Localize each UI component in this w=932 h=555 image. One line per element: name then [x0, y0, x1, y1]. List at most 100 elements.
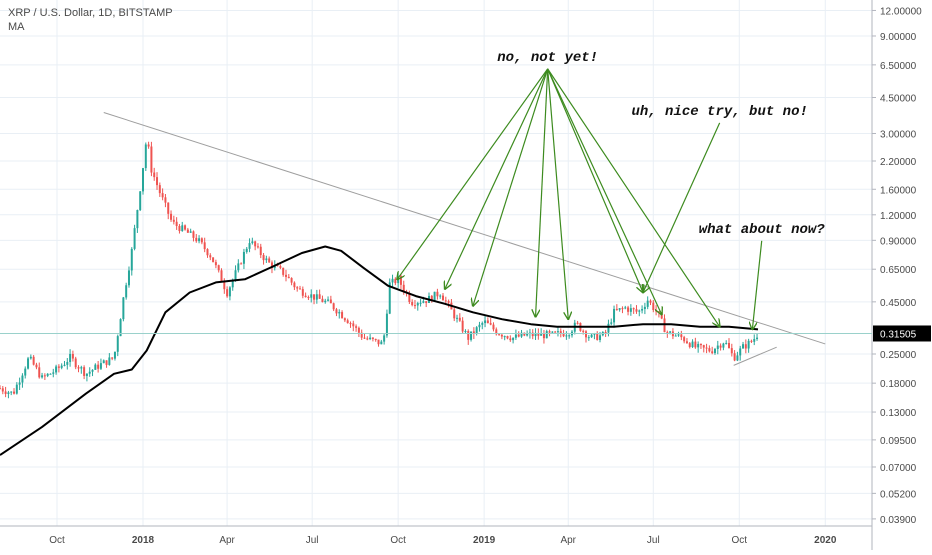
candle-body	[268, 258, 271, 263]
candle-body	[32, 356, 35, 365]
annotation-arrow	[547, 68, 643, 293]
candle-body	[324, 300, 327, 303]
annotation-arrow	[536, 68, 549, 317]
candle-body	[433, 291, 436, 302]
candle-body	[593, 333, 596, 335]
candle-body	[27, 358, 30, 369]
candle-body	[97, 364, 100, 369]
candle-body	[276, 265, 279, 267]
candle-body	[282, 267, 285, 275]
candle-body	[540, 333, 543, 336]
candle-body	[315, 294, 318, 300]
candle-body	[733, 353, 736, 361]
candle-body	[63, 364, 66, 366]
candle-body	[144, 144, 147, 169]
candle-body	[1, 388, 4, 392]
annotation-arrow	[547, 68, 662, 315]
candle-body	[666, 332, 669, 334]
candle-body	[621, 308, 624, 310]
candle-body	[399, 276, 402, 285]
candle-body	[130, 248, 133, 271]
candle-body	[489, 323, 492, 325]
candle-body	[327, 299, 330, 301]
candle-body	[307, 297, 310, 299]
candle-body	[587, 337, 590, 339]
candle-body	[472, 331, 475, 334]
candle-body	[509, 338, 512, 341]
candle-body	[150, 146, 153, 173]
x-tick-label: Oct	[732, 535, 748, 546]
candle-body	[559, 331, 562, 334]
candle-body	[29, 356, 32, 359]
candle-body	[178, 225, 181, 232]
candle-body	[523, 332, 526, 336]
candle-body	[158, 185, 161, 194]
candle-body	[189, 231, 192, 233]
x-tick-label: Apr	[219, 535, 235, 546]
candle-body	[304, 295, 307, 298]
candle-body	[153, 172, 156, 178]
candle-body	[371, 337, 374, 339]
candle-body	[240, 263, 243, 265]
candle-body	[495, 329, 498, 335]
candle-body	[119, 319, 122, 337]
candle-body	[352, 323, 355, 327]
candle-body	[716, 345, 719, 349]
candle-body	[674, 335, 677, 337]
candle-body	[299, 288, 302, 290]
candle-body	[46, 373, 49, 376]
candle-body	[237, 263, 240, 271]
candle-body	[226, 289, 229, 297]
candle-body	[4, 391, 7, 394]
candle-body	[198, 238, 201, 242]
annotation-text: uh, nice try, but no!	[631, 104, 807, 120]
candle-body	[576, 322, 579, 324]
candle-body	[15, 384, 18, 394]
candle-body	[542, 333, 545, 339]
candle-body	[688, 343, 691, 348]
candle-body	[506, 336, 509, 339]
candle-body	[632, 308, 635, 310]
candle-body	[456, 317, 459, 319]
candle-body	[439, 295, 442, 297]
candle-body	[610, 322, 613, 324]
candle-body	[744, 344, 747, 349]
candle-body	[481, 323, 484, 325]
candle-body	[102, 360, 105, 364]
y-tick-label: 0.18000	[880, 379, 917, 390]
candle-body	[49, 373, 52, 375]
candle-body	[91, 369, 94, 372]
candle-body	[217, 265, 220, 271]
candle-body	[0, 388, 1, 390]
candle-body	[416, 303, 419, 306]
candle-body	[562, 333, 565, 337]
y-tick-label: 0.05200	[880, 489, 917, 500]
candle-body	[596, 333, 599, 340]
candle-body	[520, 332, 523, 337]
candle-body	[374, 338, 377, 340]
x-tick-label: 2019	[473, 535, 496, 546]
candle-body	[618, 308, 621, 310]
candle-body	[383, 335, 386, 342]
candle-body	[310, 294, 313, 298]
candle-body	[380, 341, 383, 345]
candle-body	[164, 197, 167, 203]
annotation-arrow	[445, 68, 549, 289]
candle-body	[13, 391, 16, 394]
candle-body	[613, 308, 616, 323]
candle-body	[52, 372, 55, 374]
candle-body	[366, 338, 369, 340]
moving-average-layer	[0, 245, 759, 456]
candle-body	[444, 300, 447, 302]
candle-body	[279, 266, 282, 268]
candle-body	[607, 323, 610, 333]
y-tick-label: 2.20000	[880, 157, 917, 168]
annotation-layer: no, not yet! uh, nice try, but no! what ab…	[397, 50, 825, 330]
candle-body	[7, 392, 10, 394]
candle-body	[192, 231, 195, 238]
candle-body	[526, 333, 529, 336]
candle-body	[83, 367, 86, 376]
candle-body	[635, 309, 638, 312]
candle-body	[212, 257, 215, 263]
